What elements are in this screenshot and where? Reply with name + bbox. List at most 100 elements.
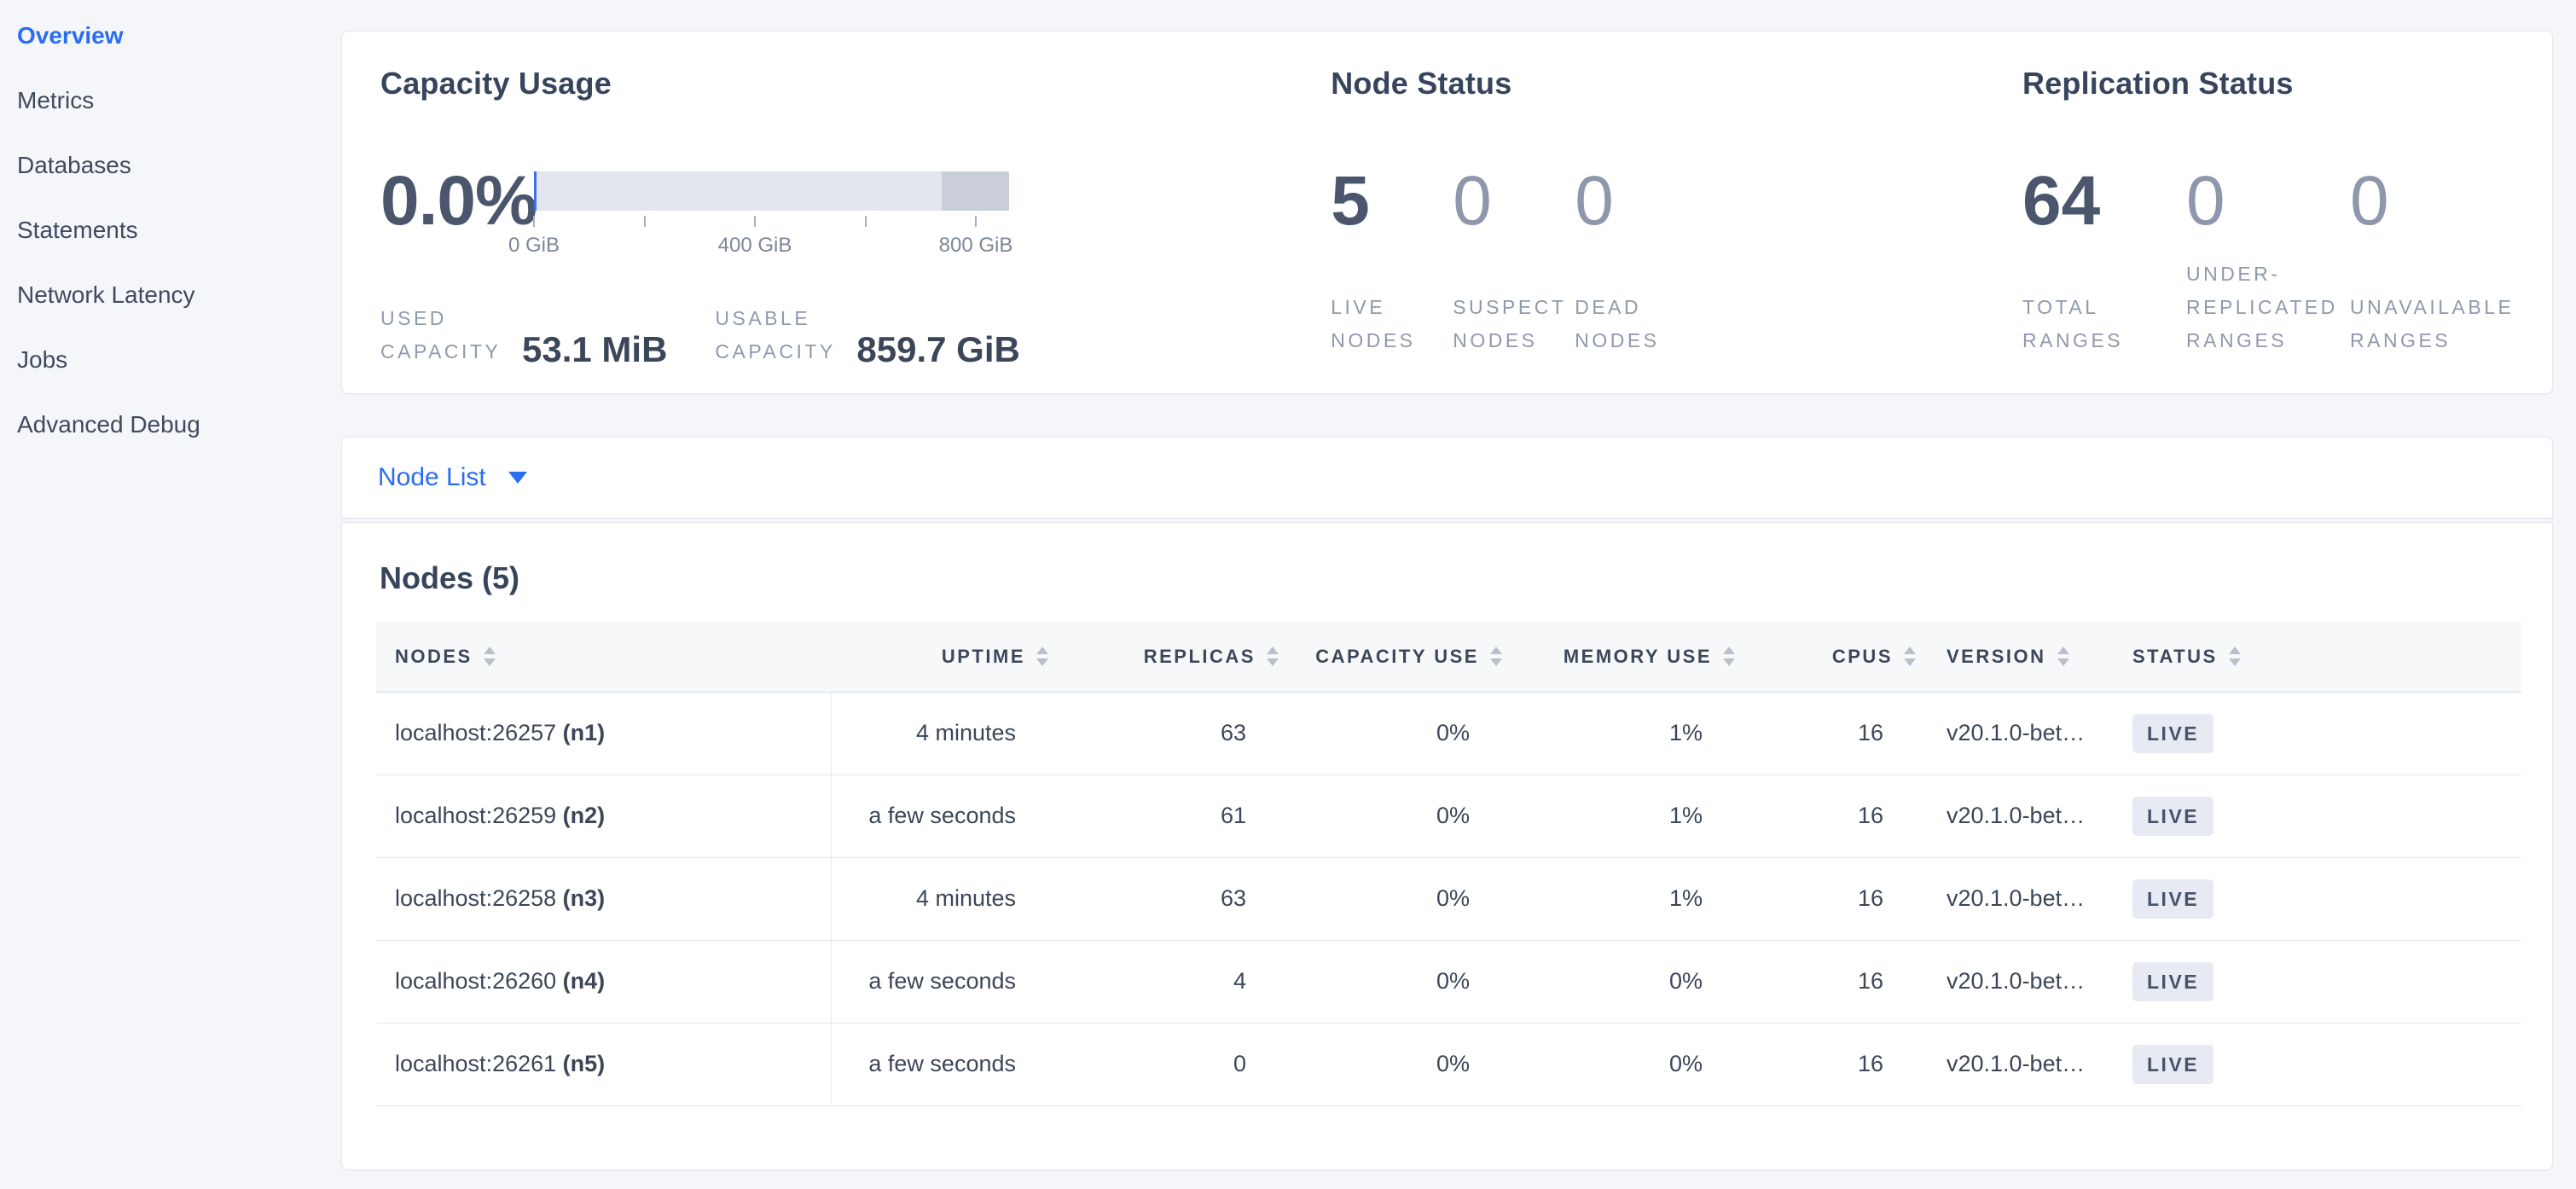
summary-stat-value: 0 (1453, 162, 1492, 240)
status-cell: LIVE (2112, 857, 2521, 941)
column-header[interactable]: MEMORY USE (1502, 622, 1735, 693)
capacity-use-cell: 0% (1279, 1023, 1502, 1106)
version-cell: v20.1.0-bet… (1916, 692, 2112, 775)
column-header[interactable]: VERSION (1916, 622, 2112, 693)
summary-stat-label: LIVE NODES (1331, 295, 1416, 351)
summary-stat: 5 LIVE NODES (1331, 166, 1453, 361)
sidebar-item[interactable]: Network Latency (17, 281, 195, 308)
node-address[interactable]: localhost:26258 (395, 885, 557, 911)
uptime-cell: a few seconds (831, 774, 1048, 858)
column-header[interactable]: NODES (376, 622, 831, 693)
capacity-bar-chart: 0 GiB 400 GiB 800 GiB (508, 166, 1012, 259)
column-header[interactable]: STATUS (2112, 622, 2521, 693)
axis-tick (754, 216, 756, 227)
node-id: (n1) (562, 720, 606, 745)
node-status-section: Node Status 5 LIVE NODES 0 SUSPECT NODES… (1331, 66, 2022, 393)
capacity-use-cell: 0% (1279, 692, 1502, 775)
summary-stat-label: UNDER-REPLICATED RANGES (2186, 262, 2338, 351)
column-header[interactable]: UPTIME (831, 622, 1048, 693)
sort-icon (1267, 647, 1279, 667)
node-table-row[interactable]: localhost:26257 (n1) 4 minutes 63 0% 1% … (376, 692, 2521, 775)
node-id: (n3) (562, 885, 606, 911)
replicas-cell: 0 (1048, 1023, 1279, 1106)
node-id: (n4) (562, 968, 606, 994)
capacity-stats: USED CAPACITY 53.1 MiB USABLE CAPACITY 8… (380, 302, 1331, 368)
column-header[interactable]: CPUS (1735, 622, 1916, 693)
node-address-cell: localhost:26261 (n5) (376, 1023, 832, 1106)
uptime-cell: 4 minutes (831, 692, 1048, 775)
summary-stat: 0 UNAVAILABLE RANGES (2350, 166, 2514, 361)
status-cell: LIVE (2112, 1023, 2521, 1106)
status-badge: LIVE (2132, 1044, 2214, 1084)
summary-stat-label: UNAVAILABLE RANGES (2350, 295, 2515, 351)
column-header[interactable]: CAPACITY USE (1279, 622, 1502, 693)
memory-use-cell: 0% (1502, 940, 1735, 1024)
capacity-stat-value: 859.7 GiB (856, 329, 1020, 370)
capacity-bar-reserved (941, 171, 1009, 211)
main-content: Capacity Usage 0.0% 0 GiB 400 GiB 800 GiB … (341, 0, 2553, 1170)
sort-icon (1904, 647, 1916, 667)
sidebar-item[interactable]: Databases (17, 152, 131, 178)
capacity-stat-label: USABLE CAPACITY (715, 307, 836, 363)
nodes-table-card: Nodes (5) NODES UPTIME REPLICAS CAPACITY… (341, 522, 2553, 1170)
summary-stat: 0 SUSPECT NODES (1453, 166, 1575, 361)
replicas-cell: 61 (1048, 774, 1279, 858)
node-table-row[interactable]: localhost:26260 (n4) a few seconds 4 0% … (376, 940, 2521, 1024)
status-cell: LIVE (2112, 774, 2521, 858)
capacity-bar-used (534, 171, 537, 211)
version-cell: v20.1.0-bet… (1916, 1023, 2112, 1106)
summary-stat-value: 5 (1331, 162, 1370, 240)
chevron-down-icon (508, 472, 527, 484)
sidebar: Overview Metrics Databases Statements Networ… (0, 0, 341, 1189)
status-cell: LIVE (2112, 692, 2521, 775)
node-address[interactable]: localhost:26259 (395, 803, 557, 828)
node-address[interactable]: localhost:26257 (395, 720, 557, 745)
capacity-stat-label: USED CAPACITY (380, 307, 502, 363)
cluster-summary-card: Capacity Usage 0.0% 0 GiB 400 GiB 800 GiB … (341, 31, 2553, 394)
node-list-dropdown[interactable]: Node List (378, 463, 527, 492)
axis-tick-label: 400 GiB (717, 234, 792, 257)
version-cell: v20.1.0-bet… (1916, 774, 2112, 858)
node-list-dropdown-label: Node List (378, 463, 486, 491)
sidebar-item[interactable]: Metrics (17, 87, 95, 113)
replication-status-stats: 64 TOTAL RANGES 0 UNDER-REPLICATED RANGE… (2022, 166, 2514, 361)
column-header[interactable]: REPLICAS (1048, 622, 1279, 693)
view-switcher-bar: Node List (341, 437, 2553, 519)
node-table-row[interactable]: localhost:26258 (n3) 4 minutes 63 0% 1% … (376, 857, 2521, 941)
replicas-cell: 4 (1048, 940, 1279, 1024)
replicas-cell: 63 (1048, 857, 1279, 941)
node-table-row[interactable]: localhost:26259 (n2) a few seconds 61 0%… (376, 774, 2521, 858)
summary-stat: 0 DEAD NODES (1575, 166, 1697, 361)
node-address[interactable]: localhost:26260 (395, 968, 557, 994)
memory-use-cell: 0% (1502, 1023, 1735, 1106)
summary-stat-value: 0 (2186, 162, 2225, 240)
summary-stat-value: 64 (2022, 162, 2101, 240)
memory-use-cell: 1% (1502, 692, 1735, 775)
node-table-row[interactable]: localhost:26261 (n5) a few seconds 0 0% … (376, 1023, 2521, 1106)
sidebar-item[interactable]: Overview (17, 22, 124, 49)
nodes-table: NODES UPTIME REPLICAS CAPACITY USE MEMOR… (376, 622, 2521, 1106)
nodes-table-header: NODES UPTIME REPLICAS CAPACITY USE MEMOR… (376, 622, 2521, 693)
nodes-table-body: localhost:26257 (n1) 4 minutes 63 0% 1% … (376, 692, 2521, 1106)
capacity-stat: USABLE CAPACITY 859.7 GiB (715, 302, 1019, 368)
sidebar-item[interactable]: Statements (17, 217, 138, 243)
summary-stat-label: SUSPECT NODES (1453, 295, 1566, 351)
node-address[interactable]: localhost:26261 (395, 1051, 557, 1076)
node-address-cell: localhost:26259 (n2) (376, 774, 832, 858)
status-badge: LIVE (2132, 879, 2214, 919)
replication-status-section: Replication Status 64 TOTAL RANGES 0 UND… (2022, 66, 2514, 393)
replicas-cell: 63 (1048, 692, 1279, 775)
node-address-cell: localhost:26258 (n3) (376, 857, 832, 941)
axis-tick-label: 0 GiB (508, 234, 560, 257)
capacity-use-cell: 0% (1279, 857, 1502, 941)
node-id: (n2) (562, 803, 606, 828)
capacity-use-cell: 0% (1279, 940, 1502, 1024)
cpus-cell: 16 (1735, 1023, 1916, 1106)
sort-icon (483, 647, 496, 667)
capacity-axis-ticks (533, 215, 1009, 228)
summary-stat-label: TOTAL RANGES (2022, 295, 2124, 351)
node-id: (n5) (562, 1051, 606, 1076)
sidebar-item[interactable]: Jobs (17, 346, 68, 373)
summary-stat-value: 0 (1575, 162, 1614, 240)
sidebar-item[interactable]: Advanced Debug (17, 411, 200, 438)
